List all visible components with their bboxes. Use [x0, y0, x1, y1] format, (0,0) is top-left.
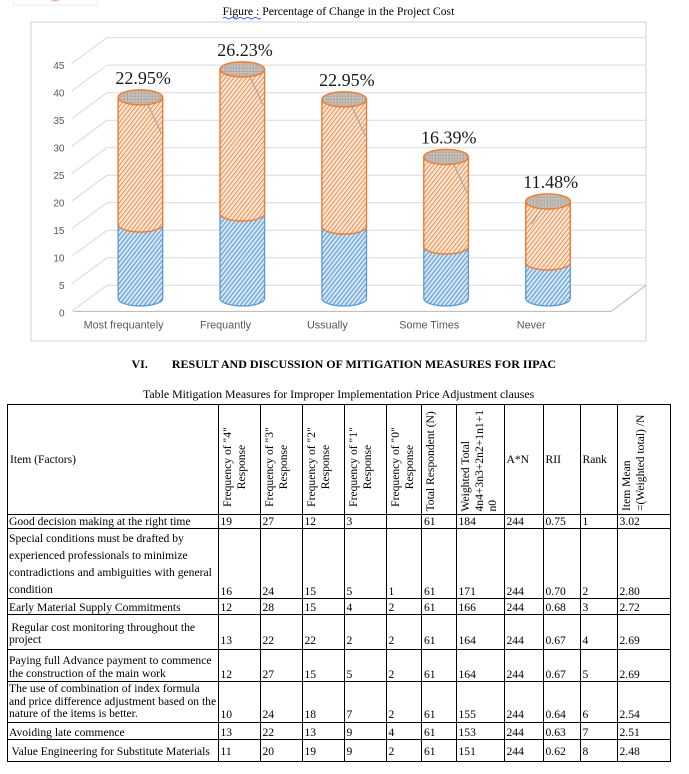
svg-text:45: 45: [53, 61, 65, 72]
svg-text:26.23%: 26.23%: [217, 40, 273, 60]
svg-text:15: 15: [53, 226, 65, 237]
svg-text:Most frequantely: Most frequantely: [84, 320, 164, 332]
svg-text:22.95%: 22.95%: [319, 70, 375, 90]
svg-text:Figure : Percentage of Change: Figure : Percentage of Change in the Pro…: [223, 5, 455, 18]
svg-text:Some Times: Some Times: [399, 320, 460, 332]
svg-text:Ussually: Ussually: [307, 320, 348, 332]
svg-text:11.48%: 11.48%: [523, 172, 578, 192]
svg-text:10: 10: [53, 254, 65, 265]
svg-text:5: 5: [59, 281, 65, 292]
svg-text:30: 30: [53, 144, 65, 155]
svg-text:Never: Never: [517, 320, 546, 332]
svg-text:25: 25: [53, 171, 65, 182]
svg-text:35: 35: [53, 116, 65, 127]
svg-text:0: 0: [59, 309, 65, 320]
svg-text:Frequantly: Frequantly: [200, 320, 252, 332]
svg-text:16.39%: 16.39%: [421, 127, 477, 147]
svg-text:40: 40: [53, 88, 65, 99]
svg-text:22.95%: 22.95%: [115, 68, 171, 88]
svg-text:20: 20: [53, 199, 65, 210]
